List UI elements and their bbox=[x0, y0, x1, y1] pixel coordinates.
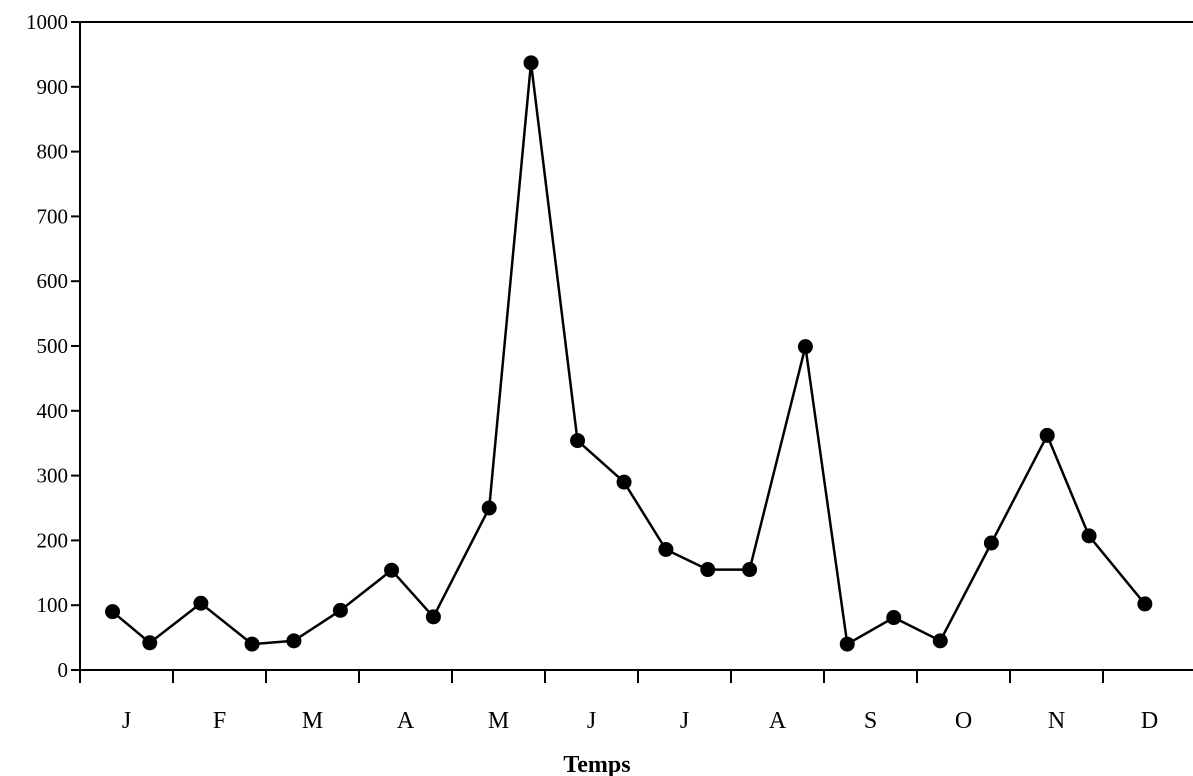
x-tick-label: F bbox=[213, 708, 226, 734]
data-point bbox=[384, 562, 400, 578]
data-point bbox=[570, 433, 586, 449]
y-tick-label: 0 bbox=[58, 658, 69, 682]
data-point bbox=[983, 535, 999, 551]
y-tick-label: 200 bbox=[37, 528, 69, 552]
x-tick-label: M bbox=[488, 708, 509, 734]
data-point bbox=[105, 604, 121, 620]
x-tick-label: A bbox=[397, 708, 415, 734]
y-tick-label: 600 bbox=[37, 269, 69, 293]
data-point bbox=[1137, 596, 1153, 612]
x-tick-label: N bbox=[1048, 708, 1065, 734]
x-tick-label: J bbox=[122, 708, 131, 734]
y-tick-label: 700 bbox=[37, 204, 69, 228]
data-point bbox=[332, 602, 348, 618]
y-tick-label: 500 bbox=[37, 334, 69, 358]
data-points bbox=[105, 55, 1153, 652]
x-tick-label: O bbox=[955, 708, 972, 734]
x-tick-label: M bbox=[302, 708, 323, 734]
x-tick-label: D bbox=[1141, 708, 1158, 734]
data-point bbox=[932, 633, 948, 649]
y-axis: 0 100 200 300 400 500 600 700 800 900 1000 bbox=[26, 10, 1193, 682]
y-tick-label: 800 bbox=[37, 140, 69, 164]
series-line bbox=[111, 61, 1146, 646]
y-tick-label: 100 bbox=[37, 593, 69, 617]
y-tick-label: 300 bbox=[37, 464, 69, 488]
data-point bbox=[1039, 427, 1055, 443]
y-tick-group: 0 100 200 300 400 500 600 700 800 900 1000 bbox=[26, 10, 1193, 682]
data-point bbox=[797, 339, 813, 355]
data-point bbox=[742, 562, 758, 578]
x-axis-title: Temps bbox=[563, 752, 630, 776]
data-point bbox=[286, 633, 302, 649]
data-point bbox=[244, 636, 260, 652]
data-point bbox=[193, 595, 209, 611]
y-tick-label: 1000 bbox=[26, 10, 68, 34]
data-point bbox=[658, 541, 674, 557]
data-point bbox=[700, 562, 716, 578]
data-point bbox=[1081, 528, 1097, 544]
y-tick-label: 400 bbox=[37, 399, 69, 423]
data-point bbox=[616, 474, 632, 490]
data-point bbox=[481, 500, 497, 516]
data-point bbox=[142, 635, 158, 651]
x-tick-label: J bbox=[587, 708, 596, 734]
data-point bbox=[425, 609, 441, 625]
data-point bbox=[886, 610, 902, 626]
x-tick-label: A bbox=[769, 708, 787, 734]
data-point bbox=[523, 55, 539, 71]
data-point bbox=[839, 636, 855, 652]
x-tick-label: S bbox=[864, 708, 877, 734]
x-tick-label: J bbox=[680, 708, 689, 734]
y-tick-label: 900 bbox=[37, 75, 69, 99]
